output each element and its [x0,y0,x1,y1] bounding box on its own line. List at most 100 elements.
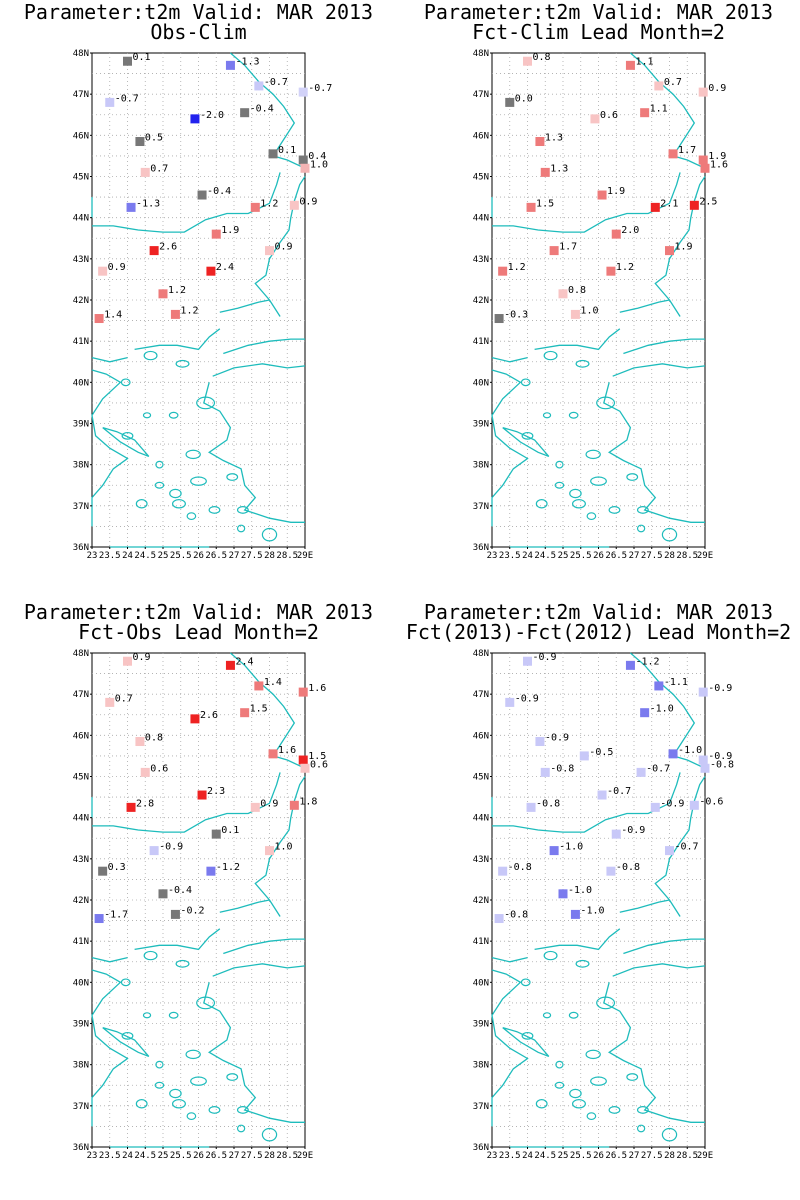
station-marker [625,60,635,70]
lat-tick-label: 42N [73,296,89,306]
lat-tick-label: 46N [73,731,89,741]
station-marker [135,737,145,747]
lon-tick-label: 23.5 [499,1151,521,1161]
station-value-label: 1.3 [545,133,563,144]
station-value-label: 1.9 [221,225,239,236]
lat-tick-label: 41N [473,937,489,947]
lat-tick-label: 36N [73,543,89,553]
station-marker [94,314,104,324]
lat-tick-label: 47N [473,90,489,100]
lon-tick-label: 25 [558,1151,569,1161]
station-marker [700,763,710,773]
panel-title-line2: Fct(2013)-Fct(2012) Lead Month=2 [406,620,791,644]
station-value-label: 2.6 [200,710,218,721]
station-value-label: -0.8 [710,759,734,770]
lat-tick-label: 42N [473,296,489,306]
station-marker [611,829,621,839]
station-marker [549,246,559,256]
station-value-label: -1.0 [678,745,702,756]
station-value-label: 0.5 [145,133,163,144]
lat-tick-label: 40N [473,378,489,388]
station-value-label: 0.6 [310,759,328,770]
station-value-label: 1.7 [678,145,696,156]
station-value-label: -0.9 [515,693,539,704]
lat-tick-label: 47N [473,690,489,700]
station-marker [254,681,264,691]
station-marker [149,246,159,256]
station-value-label: -0.9 [621,825,645,836]
lon-tick-label: 24 [122,551,133,561]
lat-tick-label: 47N [73,90,89,100]
station-marker [665,246,674,256]
lat-tick-label: 38N [473,461,489,471]
station-value-label: -0.7 [607,786,631,797]
station-value-label: 0.9 [260,798,278,809]
lat-tick-label: 44N [473,214,489,224]
station-marker [250,802,260,812]
station-marker [597,790,607,800]
lat-tick-label: 36N [473,1143,489,1153]
station-value-label: -1.0 [580,905,604,916]
lat-tick-label: 43N [473,855,489,865]
lat-tick-label: 44N [73,814,89,824]
station-value-label: 0.4 [308,151,326,162]
station-marker [268,149,278,159]
station-marker [158,889,168,899]
lat-tick-label: 45N [73,173,89,183]
station-value-label: -0.9 [545,733,569,744]
station-marker [105,697,115,707]
station-value-label: 1.2 [508,262,526,273]
station-value-label: 1.5 [308,751,326,762]
lon-tick-label: 28.5 [676,1151,698,1161]
station-value-label: 2.1 [660,198,678,209]
lat-tick-label: 40N [473,978,489,988]
station-marker [597,190,607,200]
lat-tick-label: 46N [473,131,489,141]
lon-tick-label: 25 [158,551,169,561]
station-value-label: 1.9 [675,242,693,253]
panel-title-line2: Fct-Obs Lead Month=2 [78,620,319,644]
lon-tick-label: 24.5 [534,551,556,561]
station-marker [298,87,308,97]
lon-tick-label: 23.5 [499,551,521,561]
panel-title-line1: Parameter:t2m Valid: MAR 2013 [24,600,373,624]
lat-tick-label: 40N [73,378,89,388]
station-marker [123,656,132,666]
station-value-label: 0.9 [299,196,317,207]
lat-tick-label: 42N [73,896,89,906]
lat-tick-label: 43N [73,855,89,865]
panel-title-line1: Parameter:t2m Valid: MAR 2013 [424,0,773,24]
station-marker [540,767,550,777]
station-marker [206,266,216,276]
station-marker [135,137,145,147]
station-marker [225,660,235,670]
lat-tick-label: 38N [473,1061,489,1071]
station-value-label: -0.7 [308,83,332,94]
station-marker [265,846,274,856]
station-value-label: 2.8 [136,798,154,809]
lon-tick-label: 27.5 [641,551,663,561]
station-marker [526,802,536,812]
station-value-label: 0.9 [108,262,126,273]
station-marker [126,202,136,212]
lon-tick-label: 27 [229,551,240,561]
station-marker [523,656,532,666]
lat-tick-label: 38N [73,1061,89,1071]
lat-tick-label: 48N [473,649,489,659]
station-value-label: 2.3 [207,786,225,797]
station-marker [558,289,568,299]
station-marker [211,829,221,839]
station-marker [523,56,532,66]
lon-tick-label: 23 [487,551,498,561]
station-value-label: 1.8 [299,796,317,807]
lat-tick-label: 37N [73,1102,89,1112]
coastline [491,52,706,548]
lat-tick-label: 40N [73,978,89,988]
station-value-label: 0.7 [150,163,168,174]
station-value-label: 1.5 [250,704,268,715]
station-marker [268,749,278,759]
station-marker [698,155,708,165]
lon-tick-label: 27.5 [241,1151,263,1161]
station-marker [158,289,168,299]
